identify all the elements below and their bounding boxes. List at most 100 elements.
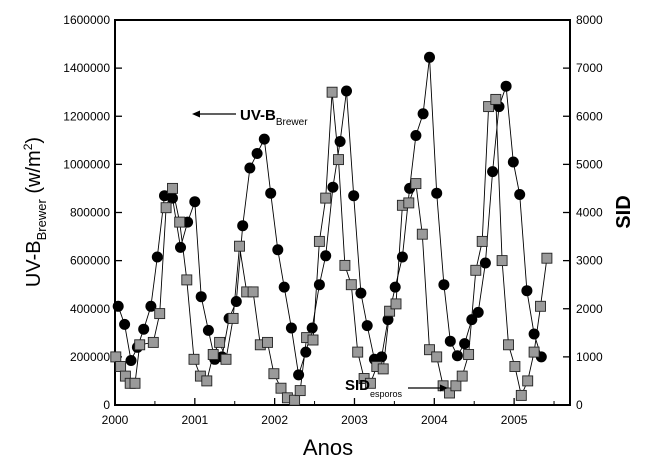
uvb-point-17 [230, 296, 242, 307]
y-left-tick-label-0: 0 [103, 398, 110, 412]
sid-point-49 [431, 351, 443, 363]
y-left-tick-label-7: 1400000 [63, 61, 110, 75]
uvb-point-8 [167, 192, 178, 204]
annotation-sid-arrowhead [440, 384, 448, 392]
uvb-point-57 [507, 156, 519, 168]
y-right-tick-label-6: 6000 [576, 109, 603, 123]
annotation-sid-main: SID [345, 377, 370, 394]
sid-point-62 [515, 389, 527, 401]
uvb-point-41 [396, 251, 408, 263]
sid-point-58 [490, 93, 502, 105]
x-tick-label-1: 2001 [181, 413, 208, 427]
uvb-point-56 [500, 80, 512, 92]
sid-point-63 [522, 375, 534, 387]
annotation-uvb-main: UV-B [240, 107, 276, 124]
sid-point-55 [470, 264, 482, 276]
uvb-point-21 [258, 133, 270, 145]
y-right-tick-label-2: 2000 [576, 302, 603, 316]
series-markers [110, 51, 553, 406]
sid-point-37 [352, 346, 364, 358]
sid-point-24 [268, 368, 280, 380]
sid-point-56 [476, 235, 488, 247]
uvb-point-32 [334, 136, 346, 147]
uvb-point-18 [237, 220, 249, 232]
uvb-point-22 [265, 187, 277, 199]
uvb-point-51 [466, 314, 478, 326]
y-left-axis-title: UV-BBrewer (w/m2) [21, 137, 49, 287]
y-left-title-unit: (w/m [23, 150, 45, 199]
uvb-point-38 [376, 351, 388, 363]
uvb-point-35 [355, 287, 367, 299]
x-tick-label-5: 2005 [501, 413, 528, 427]
sid-point-60 [503, 339, 514, 351]
uvb-point-48 [444, 335, 456, 347]
uvb-point-58 [514, 189, 526, 200]
sid-point-30 [307, 334, 319, 346]
uvb-point-31 [327, 181, 339, 193]
sid-point-36 [345, 279, 357, 291]
uvb-point-46 [431, 187, 443, 199]
y-left-title-unit-sup: 2 [21, 143, 35, 150]
sid-point-35 [339, 259, 351, 271]
y-right-tick-label-0: 0 [576, 398, 583, 412]
annotation-sid-sub: esporos [370, 389, 403, 399]
annotation-uvb-arrowhead [192, 110, 200, 118]
uvb-point-25 [285, 322, 297, 334]
y-left-tick-label-1: 200000 [70, 350, 110, 364]
series-lines [115, 57, 548, 401]
uvb-point-33 [341, 85, 352, 97]
sid-point-4 [129, 377, 141, 389]
uvb-point-52 [472, 306, 484, 318]
uvb-point-2 [125, 355, 137, 366]
sid-point-65 [535, 300, 546, 312]
uvb-point-36 [361, 320, 373, 332]
uvb-point-39 [382, 314, 394, 326]
y-left-title-sub: Brewer [34, 199, 49, 241]
sid-point-12 [188, 353, 200, 365]
uvb-point-12 [195, 291, 207, 303]
series-0-line [117, 57, 542, 376]
uvb-point-50 [459, 338, 471, 350]
y-left-title-main: UV-B [23, 240, 45, 287]
uvb-point-24 [278, 281, 290, 293]
uvb-point-4 [138, 323, 150, 335]
sid-point-32 [320, 192, 332, 204]
uvb-point-30 [320, 250, 332, 262]
uvb-point-28 [306, 322, 318, 334]
sid-point-1 [115, 361, 127, 372]
uvb-point-0 [112, 300, 124, 312]
y-left-tick-label-6: 1200000 [63, 109, 110, 123]
sid-point-52 [450, 380, 462, 392]
sid-point-14 [201, 375, 213, 387]
sid-point-54 [463, 349, 475, 360]
sid-point-6 [147, 336, 159, 348]
uvb-point-34 [348, 190, 360, 202]
uvb-point-45 [424, 51, 435, 63]
sid-point-61 [509, 361, 521, 372]
y-left-tick-label-2: 400000 [70, 302, 110, 316]
uvb-point-9 [175, 241, 186, 253]
uvb-point-27 [300, 346, 312, 358]
sid-point-41 [377, 363, 389, 375]
sid-point-53 [456, 370, 468, 382]
sid-point-50 [437, 380, 449, 392]
sid-point-34 [333, 154, 344, 166]
sid-point-39 [364, 377, 376, 389]
sid-point-18 [227, 312, 239, 324]
y-right-axis-title: SID [613, 195, 635, 228]
y-left-tick-label-4: 800000 [70, 206, 110, 220]
sid-point-10 [174, 216, 186, 228]
y-right-tick-label-3: 3000 [576, 254, 603, 268]
svg-text:UV-BBrewer: UV-BBrewer [240, 107, 308, 128]
sid-point-16 [214, 336, 226, 348]
sid-point-8 [160, 202, 172, 214]
sid-point-5 [134, 339, 146, 351]
x-axis-title: Anos [303, 435, 353, 458]
svg-text:SIDesporos: SIDesporos [345, 377, 403, 399]
uvb-point-20 [251, 148, 263, 159]
sid-point-46 [410, 178, 422, 190]
uvb-point-1 [119, 318, 131, 330]
sid-point-51 [444, 387, 455, 399]
sid-point-45 [403, 197, 415, 209]
